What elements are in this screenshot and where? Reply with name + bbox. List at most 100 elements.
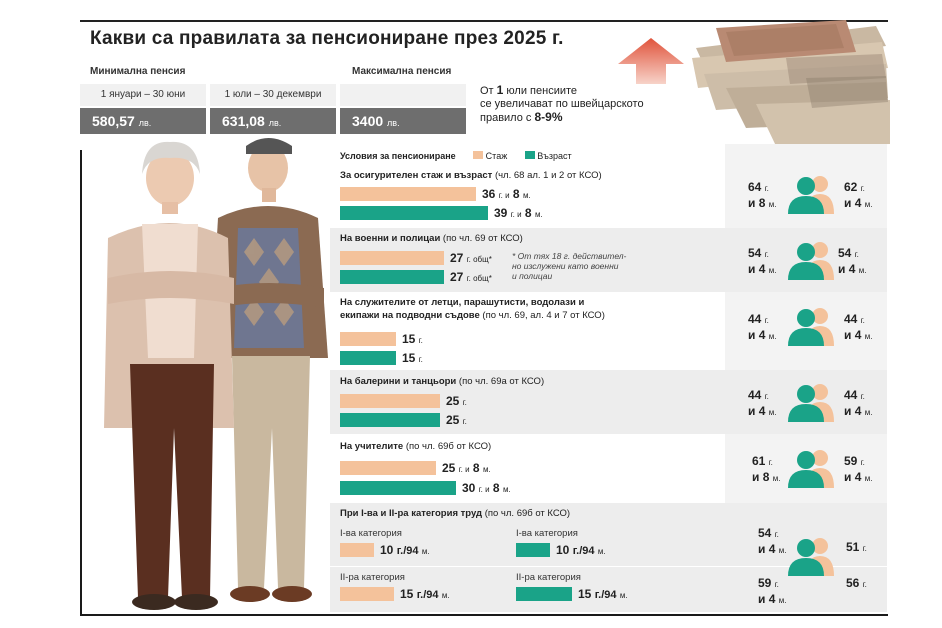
cat1-stazh-label: 10 г./94 м. (380, 543, 430, 557)
s2-st-au: г. общ* (466, 255, 492, 264)
section-4-stazh-bar (340, 394, 440, 408)
section-3-title-text: На служителите от летци, парашутисти, во… (340, 297, 585, 308)
section-4-title: На балерини и танцьори (по чл. 69а от КС… (340, 376, 544, 387)
legend-stazh-swatch (473, 151, 484, 159)
max-pension-value-unit: лв. (387, 118, 400, 128)
s1-af-y: 64 (748, 180, 762, 194)
s4-am-y: 44 (844, 388, 858, 402)
section-3-title: На служителите от летци, парашутисти, во… (340, 297, 584, 308)
s2-st-a: 27 (450, 251, 464, 265)
elderly-couple-image (104, 138, 328, 610)
section-5-title: На учителите (по чл. 69б от КСО) (340, 441, 491, 452)
legend-title: Условия за пенсиониране (340, 151, 456, 161)
s6-cat1-age-male: 51 г. (846, 540, 867, 556)
min-pension-value-2: 631,08 лв. (210, 108, 336, 134)
s3-vz-a: 15 (402, 351, 416, 365)
min-pension-period-2: 1 юли – 30 декември (210, 84, 336, 106)
section-3-vazrast-label: 15 г. (402, 351, 423, 365)
section-3-vazrast-bar (340, 351, 396, 365)
s2-age-male: 54 г. и 4 м. (838, 246, 866, 278)
section-1-vazrast-label: 39 г. и 8 м. (494, 206, 543, 220)
s2-af-mu: м. (768, 266, 777, 275)
min-pension-value-2-num: 631,08 (222, 113, 265, 129)
s4-age-female: 44 г. и 4 м. (748, 388, 776, 420)
s5-st-a: 25 (442, 461, 456, 475)
s6-cat2-age-male: 56 г. (846, 576, 867, 592)
section-5-title-text: На учителите (340, 441, 404, 452)
s1-af-mu: м. (768, 200, 777, 209)
note-text2: се увеличават по швейцарското (480, 98, 644, 110)
section-2-title-text: На военни и полицаи (340, 233, 441, 244)
s4-am-yu: г. (860, 392, 865, 401)
cat2-label-left: II-ра категория (340, 572, 405, 583)
s4-am-m: и 4 (844, 404, 862, 418)
cat-divider (330, 566, 887, 567)
page-title: Какви са правилата за пенсиониране през … (90, 28, 564, 49)
section-2-ref: (по чл. 69 от КСО) (442, 233, 523, 244)
cat2-label-right: II-ра категория (516, 572, 581, 583)
section-3-stazh-bar (340, 332, 396, 346)
section-3-stazh-label: 15 г. (402, 332, 423, 346)
section-2-stazh-label: 27 г. общ* (450, 251, 492, 265)
s3-am-mu: м. (864, 332, 873, 341)
s3-age-male: 44 г. и 4 м. (844, 312, 872, 344)
s6-a1f-y: 54 (758, 526, 772, 540)
s6-a2f-m: и 4 (758, 592, 776, 606)
section-4-title-text: На балерини и танцьори (340, 376, 457, 387)
min-pension-value-1-num: 580,57 (92, 113, 135, 129)
s1-am-yu: г. (860, 184, 865, 193)
s1-vz-b: 8 (524, 206, 532, 220)
s2-af-m: и 4 (748, 262, 766, 276)
left-rule (80, 150, 82, 616)
s3-af-m: и 4 (748, 328, 766, 342)
section-2-vazrast-label: 27 г. общ* (450, 270, 492, 284)
s3-age-female: 44 г. и 4 м. (748, 312, 776, 344)
s2-age-female: 54 г. и 4 м. (748, 246, 776, 278)
s1-age-female: 64 г. и 8 м. (748, 180, 776, 212)
cat2-stazh-label: 15 г./94 м. (400, 587, 450, 601)
s5-st-b: 8 (472, 461, 480, 475)
cat2-vazrast-bar (516, 587, 572, 601)
s1-st-au: г. и (498, 191, 510, 200)
s1-st-a: 36 (482, 187, 496, 201)
min-pension-value-1: 580,57 лв. (80, 108, 206, 134)
section-3-title2-text: екипажи на подводни съдове (340, 310, 480, 321)
s3-st-a: 15 (402, 332, 416, 346)
legend-vazrast-label: Възраст (537, 151, 572, 161)
note-text1: юли пенсиите (506, 85, 578, 97)
c1-vz-m: м. (597, 547, 606, 556)
s2-am-yu: г. (854, 250, 859, 259)
note-prefix: От (480, 85, 494, 97)
c1-st-m: м. (421, 547, 430, 556)
note-percent: 8-9% (534, 110, 563, 124)
s2-af-yu: г. (764, 250, 769, 259)
female-male-icon (788, 450, 834, 488)
top-rule (80, 20, 888, 22)
s6-a1m-yu: г. (862, 544, 867, 553)
cat2-vazrast-label: 15 г./94 м. (578, 587, 628, 601)
note-num: 1 (496, 83, 504, 97)
s6-a1f-yu: г. (774, 530, 779, 539)
s3-st-au: г. (418, 336, 423, 345)
s1-af-yu: г. (764, 184, 769, 193)
section-4-vazrast-label: 25 г. (446, 413, 467, 427)
c2-st-u: г./94 (416, 589, 439, 601)
s5-vz-a: 30 (462, 481, 476, 495)
section-1-ref: (чл. 68 ал. 1 и 2 от КСО) (494, 170, 602, 181)
s4-am-mu: м. (864, 408, 873, 417)
s1-am-m: и 4 (844, 196, 862, 210)
s1-vz-bu: м. (534, 210, 543, 219)
arrow-up-icon (618, 38, 684, 84)
note-text3: правило с (480, 112, 532, 124)
c2-st-m: м. (441, 591, 450, 600)
cat2-stazh-bar (340, 587, 394, 601)
money-stack-image (692, 20, 890, 146)
s2-am-m: и 4 (838, 262, 856, 276)
cat1-label-right: I-ва категория (516, 528, 578, 539)
legend-vazrast-swatch (524, 151, 535, 159)
section-5-stazh-bar (340, 461, 436, 475)
s5-vz-b: 8 (492, 481, 500, 495)
increase-note: От 1 юли пенсиите се увеличават по швейц… (480, 84, 680, 125)
female-male-icon (788, 176, 834, 214)
s2-am-y: 54 (838, 246, 852, 260)
